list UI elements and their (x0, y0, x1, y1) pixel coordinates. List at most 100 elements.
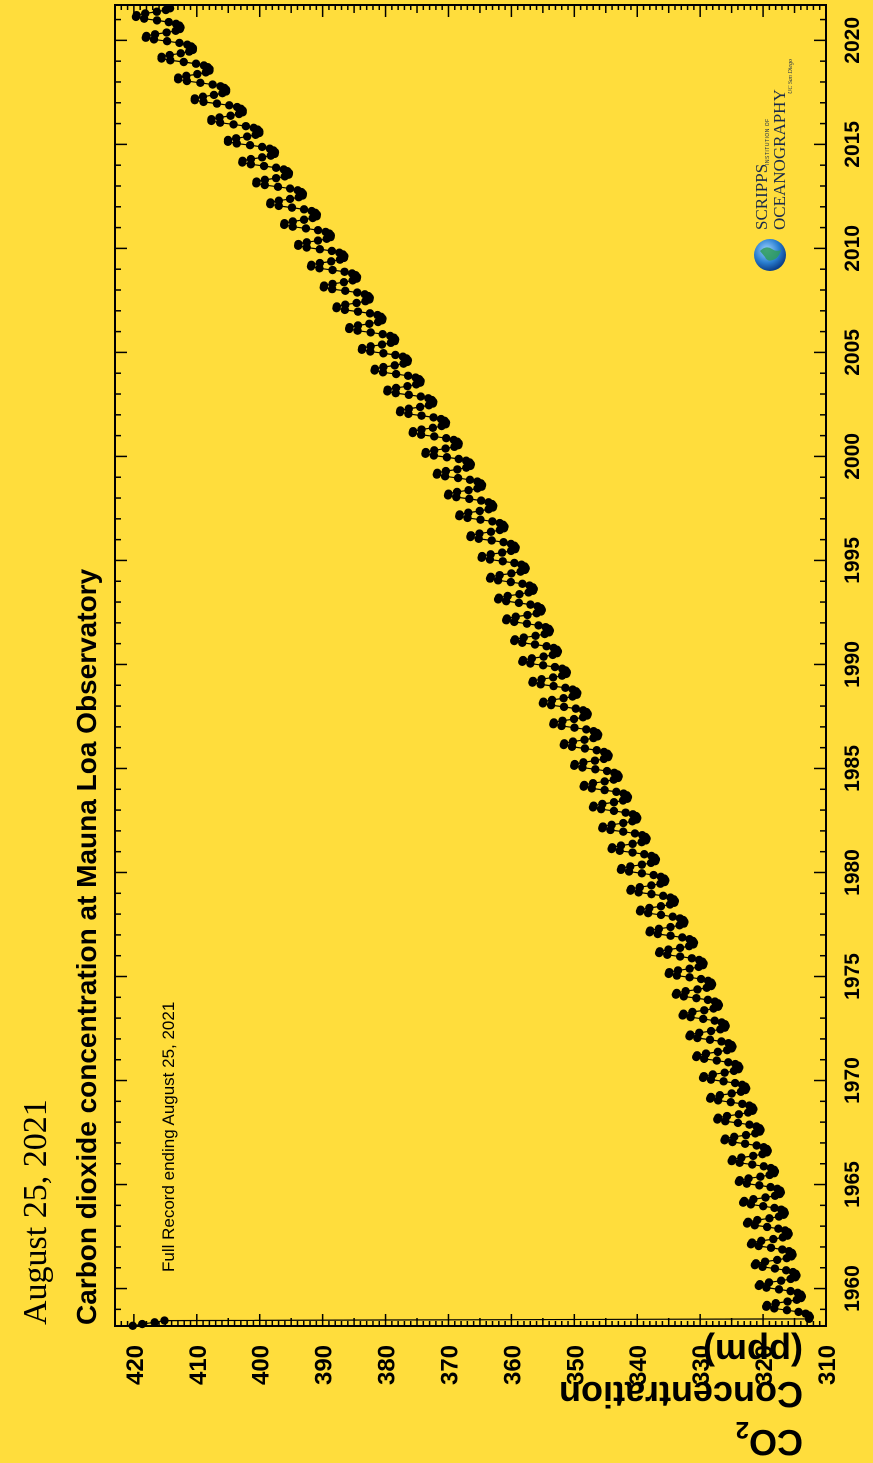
co2-data-point (193, 69, 202, 79)
co2-data-point (507, 569, 516, 578)
co2-data-point (383, 385, 392, 394)
co2-data-point (327, 246, 337, 256)
co2-data-point (265, 144, 275, 153)
co2-data-point (569, 714, 579, 724)
co2-data-point (141, 9, 150, 18)
co2-data-point (757, 1236, 766, 1246)
co2-data-point (628, 848, 637, 857)
y-tick-label: 410 (185, 1345, 212, 1385)
co2-data-point (675, 914, 685, 923)
co2-data-point (600, 777, 609, 786)
co2-data-point (157, 52, 166, 61)
co2-data-point (710, 1016, 719, 1025)
co2-data-point (339, 277, 349, 287)
co2-data-point (241, 121, 251, 131)
co2-data-point (528, 676, 538, 686)
co2-data-point (737, 1153, 746, 1162)
x-tick-label: 1990 (841, 641, 864, 688)
co2-data-point (464, 485, 473, 495)
co2-data-point (215, 113, 224, 122)
co2-data-point (766, 1243, 776, 1252)
co2-data-point (226, 111, 235, 120)
co2-data-point (609, 798, 619, 807)
x-tick-label: 1970 (841, 1057, 864, 1104)
co2-data-point (737, 1080, 747, 1090)
co2-data-point (191, 59, 201, 68)
co2-data-point (781, 1266, 791, 1275)
co2-data-point (242, 132, 252, 141)
co2-data-point (198, 92, 208, 101)
globe-icon (754, 239, 786, 271)
co2-data-point (705, 1035, 715, 1044)
co2-data-point (417, 411, 426, 420)
co2-data-point (759, 1143, 768, 1152)
co2-data-point (332, 302, 342, 311)
co2-data-point (710, 997, 720, 1006)
y-tick-label: 320 (751, 1345, 778, 1385)
y-tick-label: 420 (122, 1345, 149, 1385)
co2-data-point (591, 765, 600, 774)
y-tick-label: 360 (499, 1345, 526, 1385)
co2-data-point (403, 371, 413, 380)
co2-data-point (715, 1091, 725, 1100)
co2-data-point (626, 884, 636, 894)
co2-data-point (570, 723, 579, 732)
co2-data-point (476, 515, 485, 524)
co2-data-point (655, 947, 664, 956)
co2-data-point (464, 508, 473, 517)
co2-data-point (703, 995, 713, 1005)
co2-data-point (433, 468, 442, 478)
co2-data-point (526, 600, 535, 609)
co2-data-point (430, 432, 439, 441)
co2-data-point (315, 245, 325, 254)
co2-data-point (745, 1120, 754, 1129)
co2-data-point (321, 227, 330, 237)
co2-data-point (685, 973, 694, 982)
x-tick-label: 2005 (841, 329, 864, 376)
co2-data-point (534, 621, 543, 630)
co2-data-point (299, 215, 309, 224)
co2-data-point (138, 1319, 147, 1329)
co2-data-point (582, 725, 591, 734)
x-tick-label: 2020 (841, 17, 864, 64)
co2-data-point (396, 406, 405, 415)
co2-data-point (673, 966, 683, 975)
co2-data-point (589, 801, 598, 810)
co2-data-point (647, 851, 656, 861)
co2-data-point (666, 931, 675, 940)
co2-data-point (730, 1078, 740, 1088)
co2-data-point (514, 598, 524, 608)
co2-data-point (735, 1175, 744, 1185)
x-tick-label: 1975 (841, 953, 864, 1000)
co2-data-point (794, 1307, 803, 1317)
co2-data-point (801, 1309, 810, 1318)
co2-data-point (719, 1077, 728, 1086)
co2-data-point (685, 964, 694, 973)
co2-data-point (637, 860, 647, 869)
co2-series-line (132, 7, 811, 1327)
co2-data-point (386, 331, 395, 341)
co2-data-point (223, 135, 233, 145)
co2-data-point (588, 778, 598, 788)
co2-data-point (598, 799, 607, 809)
co2-data-point (793, 1288, 802, 1298)
co2-data-point (559, 694, 568, 703)
co2-data-point (692, 1051, 702, 1060)
co2-data-point (724, 1058, 733, 1067)
co2-data-point (542, 642, 551, 651)
co2-data-point (340, 267, 349, 276)
co2-data-point (444, 489, 453, 498)
co2-data-point (698, 1014, 708, 1024)
co2-data-point (365, 319, 374, 328)
co2-data-point (713, 1047, 723, 1057)
co2-data-point (717, 1037, 726, 1046)
co2-data-point (764, 1278, 774, 1287)
co2-data-point (238, 156, 247, 166)
co2-data-point (497, 548, 507, 557)
co2-data-point (347, 269, 357, 278)
x-tick-label: 1965 (841, 1161, 864, 1208)
co2-data-point (550, 662, 560, 672)
co2-data-point (165, 50, 174, 60)
co2-data-point (341, 300, 350, 309)
